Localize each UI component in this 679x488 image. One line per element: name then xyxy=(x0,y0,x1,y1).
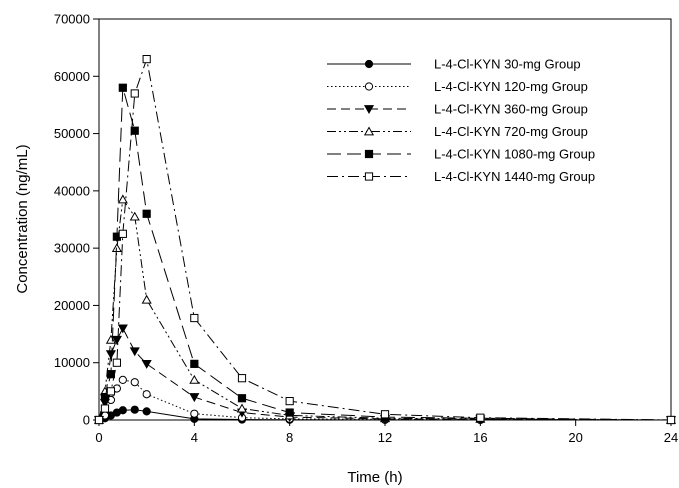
series-6-point xyxy=(380,410,390,419)
series-4-point xyxy=(141,294,152,304)
series-6-point xyxy=(237,374,247,383)
series-2-point xyxy=(118,375,127,384)
y-tick-label-70000: 70000 xyxy=(54,12,90,27)
legend-swatch-marker xyxy=(363,126,375,136)
series-5-point xyxy=(118,83,127,92)
series-3-point xyxy=(117,324,128,334)
series-5-point xyxy=(130,126,139,135)
series-6-point xyxy=(118,229,127,238)
series-1-point xyxy=(130,405,139,414)
series-6-point xyxy=(130,89,139,98)
series-6-point xyxy=(142,55,151,64)
x-tick-label-4: 4 xyxy=(191,430,198,445)
y-axis-title: Concentration (ng/mL) xyxy=(14,144,31,293)
x-tick-label-20: 20 xyxy=(568,430,582,445)
y-tick-label-0: 0 xyxy=(83,413,90,428)
series-4-point xyxy=(105,334,116,344)
legend-label: L-4-Cl-KYN 30-mg Group xyxy=(434,57,581,72)
x-tick-label-12: 12 xyxy=(378,430,392,445)
series-4 xyxy=(93,194,677,424)
series-3-point xyxy=(189,393,200,403)
series-5-point xyxy=(142,209,151,218)
legend-swatch-marker xyxy=(364,82,374,91)
series-layer xyxy=(93,55,677,426)
legend-item-1: L-4-Cl-KYN 30-mg Group xyxy=(327,57,581,72)
legend-item-3: L-4-Cl-KYN 360-mg Group xyxy=(327,102,588,117)
series-4-point xyxy=(117,194,128,204)
series-6-point xyxy=(112,358,121,367)
y-tick-label-50000: 50000 xyxy=(54,126,90,141)
series-5-point xyxy=(106,370,116,379)
series-1-point xyxy=(142,407,151,416)
series-6-point xyxy=(106,387,116,396)
legend-swatch-marker xyxy=(363,105,375,115)
series-4-point xyxy=(189,374,200,384)
legend-item-4: L-4-Cl-KYN 720-mg Group xyxy=(327,124,588,139)
legend-label: L-4-Cl-KYN 360-mg Group xyxy=(434,102,588,117)
legend-swatch-marker xyxy=(364,149,374,159)
x-tick-label-16: 16 xyxy=(473,430,487,445)
series-5-point xyxy=(190,359,199,368)
legend: L-4-Cl-KYN 30-mg Group L-4-Cl-KYN 120-mg … xyxy=(327,57,595,184)
series-3 xyxy=(93,324,677,426)
axis-ticks: 0 4 8 12 16 20 24 0 10000 20000 30000 40000 50000 600… xyxy=(54,12,678,446)
series-6-point xyxy=(100,404,110,413)
series-3-point xyxy=(105,350,116,360)
series-6-point xyxy=(94,415,104,425)
series-5-point xyxy=(285,408,294,417)
x-axis-title: Time (h) xyxy=(347,469,402,486)
x-tick-label-24: 24 xyxy=(664,430,678,445)
y-tick-label-10000: 10000 xyxy=(54,355,90,370)
legend-swatch-marker xyxy=(364,172,374,181)
x-tick-label-8: 8 xyxy=(286,430,293,445)
legend-label: L-4-Cl-KYN 720-mg Group xyxy=(434,124,588,139)
series-5-point xyxy=(237,394,247,403)
y-tick-label-20000: 20000 xyxy=(54,298,90,313)
series-6-point xyxy=(666,415,676,425)
y-tick-label-30000: 30000 xyxy=(54,241,90,256)
series-4-point xyxy=(129,211,140,221)
series-1-point xyxy=(118,406,127,415)
series-4-point xyxy=(236,403,248,413)
legend-swatch-marker xyxy=(364,59,374,69)
series-2-point xyxy=(190,409,199,418)
legend-item-2: L-4-Cl-KYN 120-mg Group xyxy=(327,79,588,94)
series-2-point xyxy=(142,390,151,399)
y-tick-label-60000: 60000 xyxy=(54,69,90,84)
series-4-line xyxy=(98,198,672,421)
series-6-point xyxy=(476,413,485,422)
series-3-line xyxy=(98,327,672,421)
series-3-point xyxy=(129,347,140,357)
legend-item-6: L-4-Cl-KYN 1440-mg Group xyxy=(327,169,595,184)
series-3-point xyxy=(141,359,152,369)
series-6-point xyxy=(190,313,199,323)
series-6-point xyxy=(285,396,294,406)
legend-item-5: L-4-Cl-KYN 1080-mg Group xyxy=(327,147,595,162)
legend-label: L-4-Cl-KYN 1080-mg Group xyxy=(434,147,595,162)
legend-label: L-4-Cl-KYN 120-mg Group xyxy=(434,79,588,94)
x-tick-label-0: 0 xyxy=(95,430,102,445)
y-tick-label-40000: 40000 xyxy=(54,183,90,198)
series-2-point xyxy=(130,378,139,387)
legend-label: L-4-Cl-KYN 1440-mg Group xyxy=(434,169,595,184)
series-3-point xyxy=(111,335,122,345)
series-6 xyxy=(94,55,676,425)
